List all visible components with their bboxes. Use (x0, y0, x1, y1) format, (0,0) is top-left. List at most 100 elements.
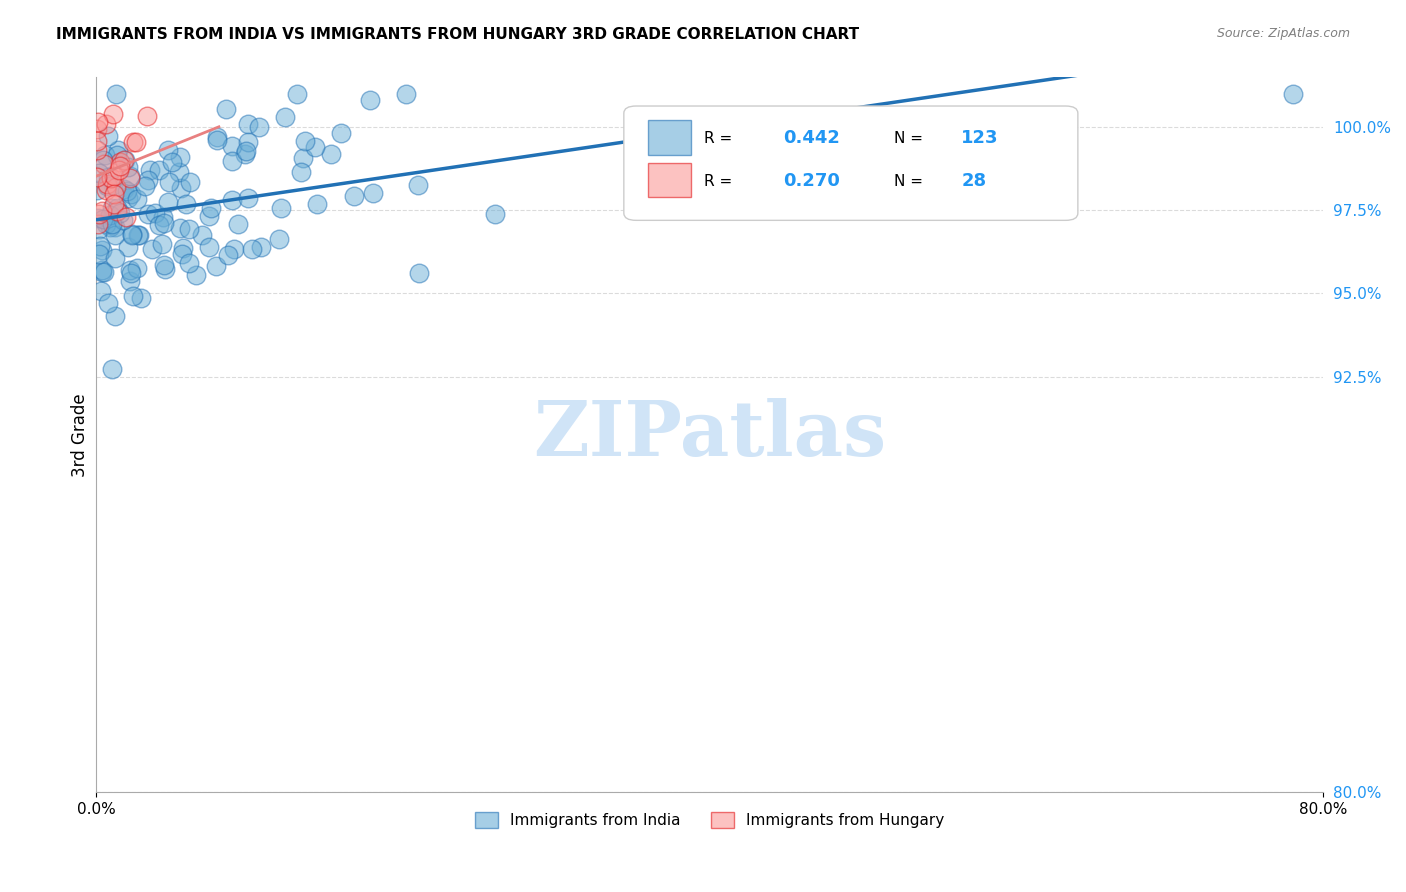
Immigrants from Hungary (86, 134, 108, 148)
Immigrants from India (101, 217, 124, 231)
Immigrants from India (172, 241, 194, 255)
Immigrants from Hungary (96, 117, 118, 131)
Immigrants from India (89, 166, 111, 180)
Immigrants from India (307, 197, 329, 211)
Immigrants from India (205, 133, 228, 147)
Immigrants from India (292, 151, 315, 165)
Immigrants from Hungary (118, 170, 141, 185)
Immigrants from Hungary (103, 196, 125, 211)
Immigrants from India (104, 227, 127, 242)
Immigrants from India (91, 212, 114, 227)
Immigrants from India (93, 265, 115, 279)
Immigrants from Hungary (96, 177, 118, 191)
Immigrants from India (153, 262, 176, 277)
Immigrants from India (153, 216, 176, 230)
Immigrants from India (101, 201, 124, 215)
Immigrants from India (160, 155, 183, 169)
Immigrants from India (134, 179, 156, 194)
Immigrants from India (148, 163, 170, 178)
Y-axis label: 3rd Grade: 3rd Grade (72, 392, 89, 476)
Immigrants from India (156, 194, 179, 209)
Immigrants from India (120, 169, 142, 183)
Immigrants from Hungary (103, 169, 125, 183)
Immigrants from India (125, 261, 148, 276)
Text: Source: ZipAtlas.com: Source: ZipAtlas.com (1216, 27, 1350, 40)
Immigrants from India (117, 240, 139, 254)
Immigrants from Hungary (121, 135, 143, 149)
Immigrants from India (103, 178, 125, 192)
Immigrants from India (191, 227, 214, 242)
Immigrants from India (89, 221, 111, 235)
Immigrants from Hungary (86, 170, 108, 185)
Immigrants from Hungary (105, 180, 128, 194)
Immigrants from India (1281, 87, 1303, 101)
Immigrants from India (221, 193, 243, 207)
Immigrants from India (117, 191, 139, 205)
Immigrants from India (97, 128, 120, 143)
Bar (648, 120, 692, 154)
Text: 0.270: 0.270 (783, 172, 841, 190)
Immigrants from India (143, 206, 166, 220)
Immigrants from India (108, 205, 131, 219)
Immigrants from India (270, 201, 292, 215)
Immigrants from Hungary (86, 122, 108, 136)
Immigrants from India (104, 252, 127, 266)
Immigrants from India (222, 243, 245, 257)
Immigrants from India (122, 289, 145, 303)
Immigrants from India (406, 178, 429, 193)
Text: IMMIGRANTS FROM INDIA VS IMMIGRANTS FROM HUNGARY 3RD GRADE CORRELATION CHART: IMMIGRANTS FROM INDIA VS IMMIGRANTS FROM… (56, 27, 859, 42)
Text: R =: R = (703, 174, 737, 188)
Immigrants from India (89, 239, 111, 253)
Immigrants from India (105, 201, 128, 215)
Immigrants from India (359, 93, 381, 107)
Immigrants from India (235, 144, 257, 158)
Immigrants from India (408, 266, 430, 280)
Immigrants from India (177, 255, 200, 269)
Immigrants from India (179, 175, 201, 189)
Immigrants from India (98, 219, 121, 234)
Immigrants from Hungary (86, 143, 108, 157)
Immigrants from India (200, 202, 222, 216)
Legend: Immigrants from India, Immigrants from Hungary: Immigrants from India, Immigrants from H… (468, 806, 950, 834)
Immigrants from India (226, 217, 249, 231)
Immigrants from India (90, 284, 112, 298)
Immigrants from India (247, 120, 270, 134)
Immigrants from India (112, 182, 135, 196)
Immigrants from India (93, 148, 115, 162)
Immigrants from India (157, 175, 180, 189)
Immigrants from India (172, 247, 194, 261)
Immigrants from India (221, 139, 243, 153)
Text: 123: 123 (962, 129, 998, 147)
Text: 0.442: 0.442 (783, 129, 841, 147)
Immigrants from Hungary (125, 135, 148, 149)
Immigrants from India (117, 160, 139, 174)
Immigrants from India (87, 246, 110, 260)
Immigrants from India (169, 150, 191, 164)
Immigrants from Hungary (115, 210, 138, 224)
Immigrants from India (120, 266, 142, 280)
Immigrants from India (107, 143, 129, 157)
Immigrants from India (233, 147, 256, 161)
Immigrants from Hungary (100, 171, 122, 186)
Immigrants from India (128, 227, 150, 242)
Immigrants from India (115, 184, 138, 198)
Immigrants from India (91, 153, 114, 168)
Immigrants from India (329, 126, 352, 140)
Immigrants from India (150, 237, 173, 252)
Immigrants from India (198, 209, 221, 223)
Immigrants from India (138, 162, 160, 177)
Immigrants from India (136, 207, 159, 221)
Text: N =: N = (894, 174, 922, 188)
Immigrants from India (105, 147, 128, 161)
FancyBboxPatch shape (624, 106, 1078, 220)
Immigrants from India (221, 153, 243, 168)
Immigrants from India (198, 240, 221, 254)
Immigrants from India (118, 274, 141, 288)
Immigrants from India (240, 243, 263, 257)
Immigrants from India (104, 220, 127, 235)
Immigrants from India (98, 208, 121, 222)
Immigrants from India (249, 240, 271, 254)
Immigrants from India (111, 212, 134, 227)
Immigrants from Hungary (87, 115, 110, 129)
Immigrants from Hungary (93, 156, 115, 170)
